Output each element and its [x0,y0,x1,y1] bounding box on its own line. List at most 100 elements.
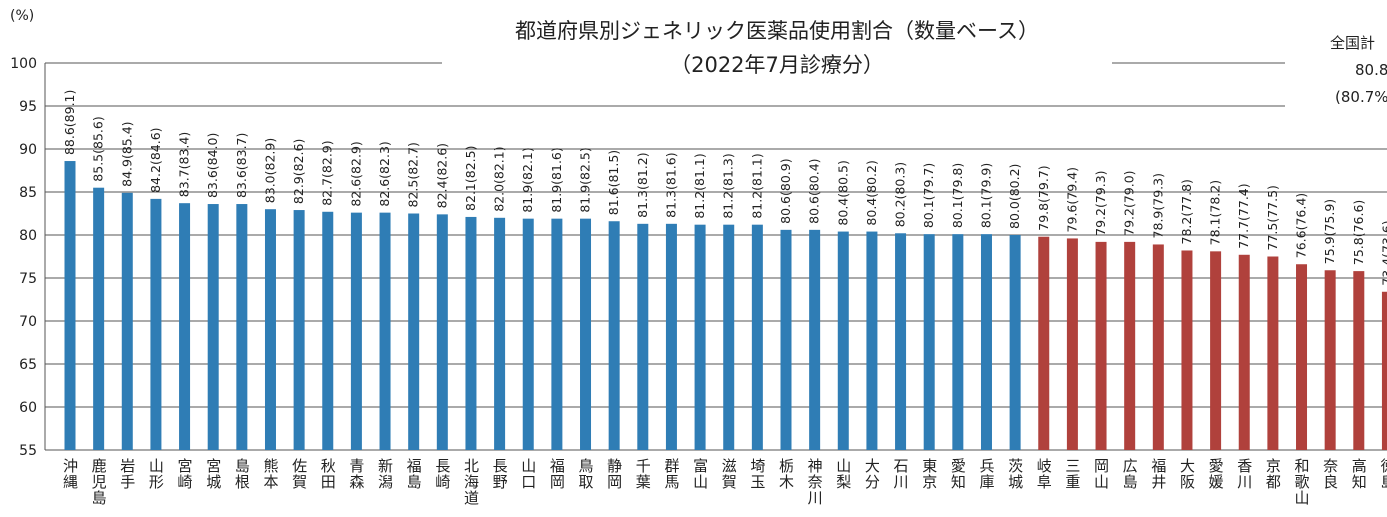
x-tick-label: 三重 [1063,458,1081,490]
x-tick-label: 石川 [892,458,910,490]
value-label: 81.2(81.1) [749,153,764,218]
x-tick-label: 鹿児島 [90,458,108,506]
value-label: 83.6(83.7) [234,133,249,198]
bar [150,198,162,450]
bar [264,209,276,450]
value-label: 84.9(85.4) [119,121,134,186]
y-tick-label: 75 [19,271,37,287]
value-label: 83.0(82.9) [262,138,277,203]
value-label: 73.4(73.6) [1379,220,1387,285]
x-tick-label: 京都 [1264,458,1282,490]
value-label: 80.2(80.3) [893,162,908,227]
bar [1210,251,1222,450]
bar [522,218,534,450]
value-label: 82.1(82.5) [463,146,478,211]
bar [1009,235,1021,450]
bar [551,218,563,450]
bar [1038,236,1050,450]
y-tick-label: 65 [19,357,37,373]
value-label: 75.8(76.6) [1351,200,1366,265]
bar [1181,250,1193,450]
x-tick-label: 栃木 [777,458,795,490]
x-tick-label: 熊本 [261,458,279,490]
bar [866,231,878,450]
bar [809,229,821,450]
x-tick-label: 佐賀 [290,458,308,490]
bar [494,217,506,450]
x-tick-label: 長野 [491,458,509,490]
bar [1124,241,1136,450]
value-label: 81.9(81.6) [549,147,564,212]
y-axis-label: (%) [10,8,34,24]
x-tick-label: 香川 [1235,458,1253,490]
value-label: 78.1(78.2) [1208,180,1223,245]
x-tick-label: 沖縄 [61,458,79,490]
value-label: 82.0(82.1) [492,146,507,211]
annotation: (80.7%) [1335,88,1387,106]
value-label: 80.4(80.2) [864,160,879,225]
x-tick-label: 岐阜 [1035,458,1053,490]
bar [465,216,477,450]
value-label: 81.2(81.1) [692,153,707,218]
y-tick-label: 70 [19,314,37,330]
x-tick-label: 北海道 [462,458,480,506]
bar [379,212,391,450]
bar [1238,254,1250,450]
x-tick-label: 神奈川 [806,458,824,506]
value-label: 80.6(80.9) [778,158,793,223]
x-tick-label: 大阪 [1178,458,1196,490]
annotation: 全国計 [1330,34,1375,52]
value-label: 82.5(82.7) [406,142,421,207]
value-label: 82.7(82.9) [320,140,335,205]
chart-subtitle: （2022年7月診療分） [670,53,884,77]
value-label: 79.6(79.4) [1064,167,1079,232]
bar [236,204,248,450]
value-label: 81.2(81.3) [721,153,736,218]
x-tick-label: 山梨 [834,458,852,490]
x-tick-label: 宮崎 [176,458,194,490]
x-tick-label: 愛媛 [1207,458,1225,490]
y-tick-label: 60 [19,400,37,416]
value-label: 77.7(77.4) [1236,183,1251,248]
bar [293,210,305,450]
bar [608,221,620,450]
bar [1152,244,1164,450]
x-tick-label: 大分 [863,458,881,490]
annotation: 80.8 [1355,61,1387,79]
x-tick-label: 福井 [1149,458,1167,490]
y-tick-label: 85 [19,185,37,201]
value-label: 79.2(79.3) [1093,170,1108,235]
value-label: 83.7(83.4) [177,132,192,197]
title-background [442,5,1112,85]
x-tick-label: 富山 [691,457,709,490]
bar [1066,238,1078,450]
bar [121,192,133,451]
value-label: 76.6(76.4) [1294,193,1309,258]
value-label: 85.5(85.6) [91,116,106,181]
x-tick-label: 埼玉 [748,458,766,490]
value-label: 80.6(80.4) [807,158,822,223]
x-tick-label: 宮城 [204,458,222,490]
x-tick-label: 兵庫 [977,458,995,490]
x-tick-label: 長崎 [433,458,451,490]
bar [350,212,362,450]
x-tick-label: 東京 [920,458,938,490]
bar [64,161,76,451]
bar [837,231,849,450]
chart-title: 都道府県別ジェネリック医薬品使用割合（数量ベース） [515,19,1039,43]
value-label: 81.3(81.6) [663,152,678,217]
bar [694,224,706,450]
x-tick-label: 愛知 [949,458,967,490]
bar [207,204,219,450]
x-tick-label: 和歌山 [1293,458,1311,506]
x-tick-label: 新潟 [376,458,394,490]
value-label: 81.6(81.5) [606,150,621,215]
bar [1381,291,1387,450]
x-tick-label: 福岡 [548,458,566,490]
y-tick-label: 90 [19,142,37,158]
value-label: 82.9(82.6) [291,139,306,204]
value-label: 80.1(79.7) [921,163,936,228]
bar [723,224,735,450]
value-label: 78.9(79.3) [1150,173,1165,238]
